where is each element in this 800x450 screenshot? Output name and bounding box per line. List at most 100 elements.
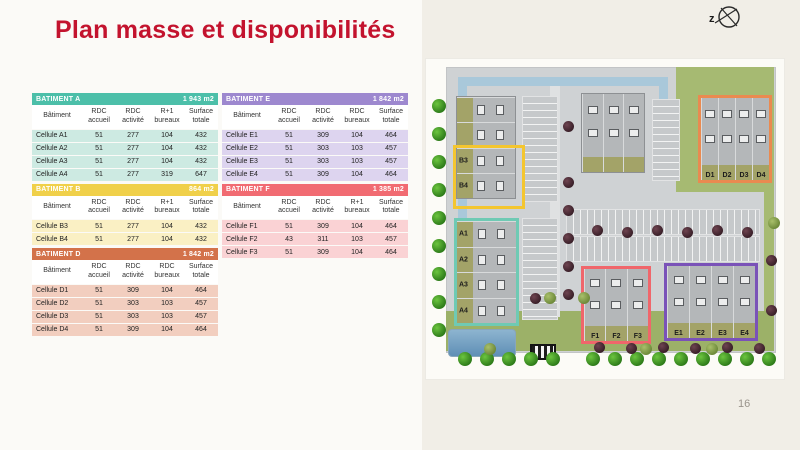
map-cell-label: A1	[459, 230, 468, 238]
table-area: 1 842 m2	[372, 95, 404, 103]
table-cell: 43	[285, 235, 293, 243]
table-batiment-d: BATIMENT D 1 842 m2 Bâtiment RDC accueil RDC…	[32, 248, 218, 336]
tree-icon	[432, 267, 446, 281]
tree-icon	[432, 211, 446, 225]
column-header: Bâtiment	[233, 112, 261, 120]
column-header: R+1 bureaux	[154, 108, 180, 124]
column-header: RDC activité	[312, 108, 334, 124]
table-cell: 104	[161, 222, 173, 230]
column-header-row: Bâtiment RDC accueil RDC activité RDC burea…	[222, 105, 408, 129]
cell-name: Cellule E2	[226, 145, 258, 152]
compass-label: z	[709, 13, 715, 25]
column-header: RDC accueil	[88, 108, 110, 124]
cell-name: Cellule F1	[226, 222, 258, 230]
parking-lot	[522, 96, 558, 202]
cell-name: Cellule A3	[36, 158, 68, 165]
column-header-row: Bâtiment RDC accueil RDC activité R+1 burea…	[32, 195, 218, 219]
map-cell	[457, 97, 515, 123]
table-row: Cellule F3 51 309 104 464	[222, 246, 408, 258]
tree-icon	[484, 343, 496, 355]
column-header: RDC activité	[122, 198, 144, 215]
cell-name: Cellule D2	[36, 300, 69, 307]
tree-icon	[563, 233, 574, 244]
cell-name: Cellule E1	[226, 132, 258, 139]
map-cell-f2: F2	[605, 269, 627, 341]
table-cell: 104	[351, 171, 363, 178]
tree-icon	[626, 343, 637, 354]
cell-name: Cellule A4	[36, 171, 68, 178]
column-header: Surface totale	[188, 108, 214, 124]
table-cell: 104	[161, 287, 173, 294]
grass-right-edge	[764, 67, 774, 351]
tree-icon	[722, 342, 733, 353]
map-cell-label: E4	[740, 330, 749, 337]
table-row: Cellule B4 51 277 104 432	[32, 233, 218, 245]
table-cell: 103	[351, 145, 363, 152]
table-cell: 51	[95, 132, 103, 139]
map-cell-label: D1	[705, 172, 715, 179]
tree-icon	[630, 352, 644, 366]
cell-name: Cellule D3	[36, 313, 69, 320]
column-header: Surface totale	[188, 263, 214, 279]
table-cell: 51	[95, 313, 103, 320]
table-header-band: BATIMENT A 1 943 m2	[32, 93, 218, 105]
table-cell: 277	[127, 171, 139, 178]
parking-lot	[652, 99, 680, 181]
cell-name: Cellule A2	[36, 145, 68, 152]
map-cell	[623, 94, 645, 172]
cell-name: Cellule F3	[226, 248, 258, 256]
table-title: BATIMENT F	[226, 186, 270, 193]
table-batiment-f: BATIMENT F 1 385 m2 Bâtiment RDC accueil RDC…	[222, 183, 408, 258]
table-cell: 309	[317, 171, 329, 178]
table-batiment-a: BATIMENT A 1 943 m2 Bâtiment RDC accueil RDC…	[32, 93, 218, 181]
column-header: R+1 bureaux	[344, 198, 370, 215]
table-header-band: BATIMENT F 1 385 m2	[222, 183, 408, 196]
table-cell: 104	[161, 235, 173, 243]
tree-icon	[458, 352, 472, 366]
tree-icon	[682, 227, 693, 238]
table-area: 1 943 m2	[182, 95, 214, 103]
table-header-band: BATIMENT D 1 842 m2	[32, 248, 218, 260]
column-header: RDC accueil	[278, 198, 300, 215]
table-cell: 51	[95, 326, 103, 333]
tables-column-1: BATIMENT A 1 943 m2 Bâtiment RDC accueil RDC…	[32, 93, 218, 339]
column-header: RDC accueil	[88, 198, 110, 215]
tree-icon	[563, 289, 574, 300]
tree-icon	[563, 177, 574, 188]
tree-icon	[578, 292, 590, 304]
column-header: RDC bureaux	[344, 108, 370, 124]
tree-icon	[432, 295, 446, 309]
tree-icon	[712, 225, 723, 236]
table-cell: 277	[127, 222, 139, 230]
table-area: 1 385 m2	[372, 186, 404, 193]
table-cell: 309	[127, 326, 139, 333]
table-cell: 51	[285, 158, 293, 165]
column-header: Bâtiment	[43, 112, 71, 120]
column-header-row: Bâtiment RDC accueil RDC activité RDC burea…	[32, 260, 218, 284]
tree-icon	[674, 352, 688, 366]
map-cell-a1: A1	[457, 221, 516, 247]
table-cell: 277	[127, 235, 139, 243]
table-cell: 51	[285, 132, 293, 139]
tree-icon	[563, 261, 574, 272]
table-row: Cellule B3 51 277 104 432	[32, 220, 218, 232]
map-cell-a4: A4	[457, 297, 516, 323]
table-cell: 309	[317, 222, 329, 230]
table-batiment-b: BATIMENT B 864 m2 Bâtiment RDC accueil RDC a…	[32, 183, 218, 245]
tree-icon	[696, 352, 710, 366]
column-header: Bâtiment	[43, 267, 71, 275]
table-cell: 457	[195, 313, 207, 320]
table-row: Cellule A3 51 277 104 432	[32, 155, 218, 168]
parking-lot	[522, 218, 558, 320]
map-cell-b3: B3	[457, 147, 515, 173]
cell-name: Cellule B4	[36, 235, 68, 243]
map-cell-label: A3	[459, 281, 468, 289]
map-cell-b4: B4	[457, 172, 515, 198]
tree-icon	[544, 292, 556, 304]
tree-icon	[690, 343, 701, 354]
column-header: RDC activité	[122, 263, 144, 279]
table-cell: 432	[195, 222, 207, 230]
table-cell: 51	[95, 235, 103, 243]
map-cell-f3: F3	[626, 269, 648, 341]
tree-icon	[432, 127, 446, 141]
